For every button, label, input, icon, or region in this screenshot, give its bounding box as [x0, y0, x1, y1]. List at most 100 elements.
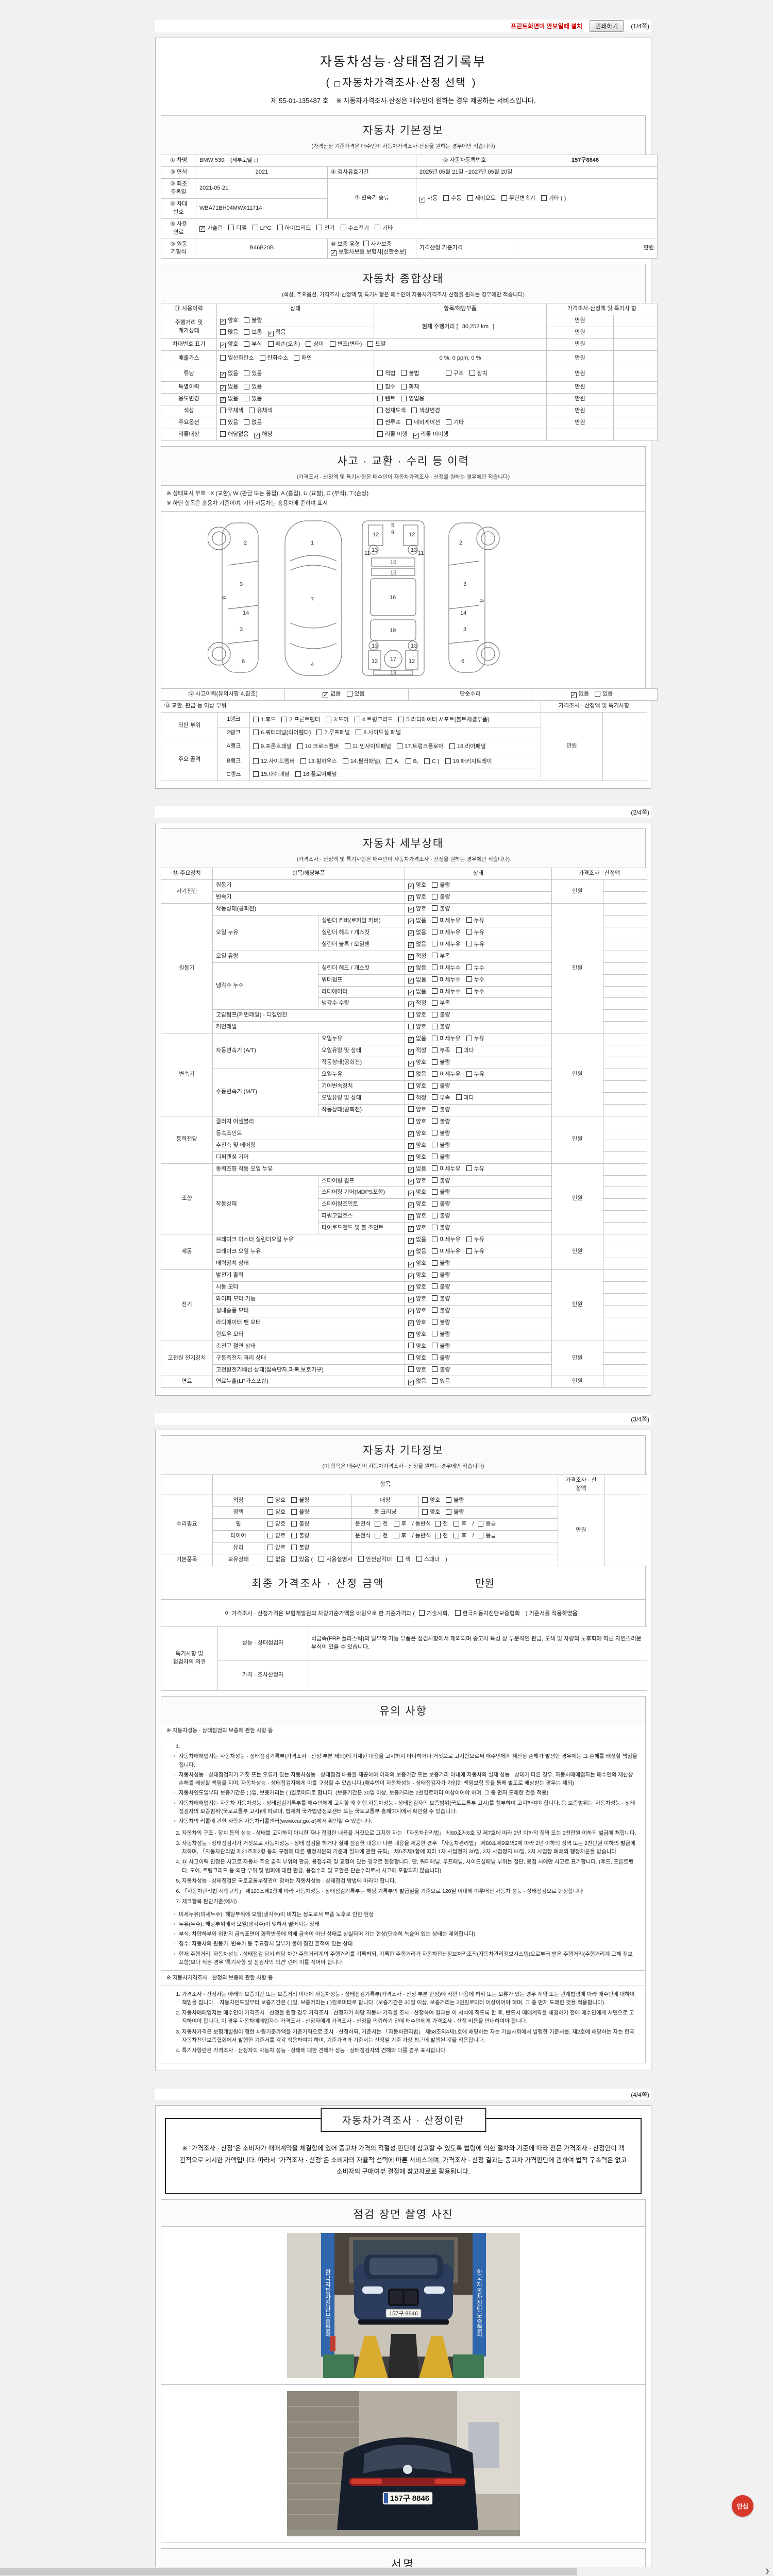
- checkbox-icon[interactable]: [252, 225, 258, 231]
- checkbox-checked-icon[interactable]: ✓: [408, 930, 414, 937]
- checkbox-icon[interactable]: [346, 690, 352, 697]
- checkbox-icon[interactable]: [306, 341, 312, 347]
- checkbox-icon[interactable]: [422, 1497, 428, 1503]
- checkbox-icon[interactable]: [398, 716, 405, 722]
- checkbox-icon[interactable]: [411, 407, 417, 413]
- checkbox-icon[interactable]: [408, 1106, 414, 1112]
- checkbox-icon[interactable]: [406, 419, 412, 425]
- checkbox-icon[interactable]: [244, 317, 250, 323]
- checkbox-checked-icon[interactable]: ✓: [408, 954, 414, 960]
- checkbox-icon[interactable]: [435, 1520, 441, 1527]
- checkbox-icon[interactable]: [432, 1224, 438, 1230]
- checkbox-icon[interactable]: [432, 1343, 438, 1349]
- checkbox-icon[interactable]: [453, 1520, 460, 1527]
- checkbox-icon[interactable]: [267, 1520, 273, 1527]
- checkbox-icon[interactable]: [267, 1509, 273, 1515]
- checkbox-icon[interactable]: [432, 1189, 438, 1195]
- checkbox-icon[interactable]: [432, 1378, 438, 1384]
- checkbox-icon[interactable]: [432, 1295, 438, 1301]
- checkbox-icon[interactable]: [595, 690, 600, 697]
- checkbox-icon[interactable]: [291, 1520, 297, 1527]
- scrollbar-thumb[interactable]: [0, 2568, 577, 2575]
- checkbox-icon[interactable]: [244, 419, 250, 425]
- checkbox-checked-icon[interactable]: ✓: [408, 1238, 414, 1244]
- checkbox-icon[interactable]: [291, 1532, 297, 1538]
- checkbox-icon[interactable]: [408, 1082, 414, 1089]
- checkbox-checked-icon[interactable]: ✓: [408, 1273, 414, 1279]
- checkbox-icon[interactable]: [377, 395, 383, 401]
- checkbox-icon[interactable]: [253, 758, 259, 764]
- checkbox-checked-icon[interactable]: ✓: [331, 250, 337, 256]
- safe-badge[interactable]: 안심: [732, 2495, 753, 2517]
- checkbox-checked-icon[interactable]: ✓: [408, 978, 414, 984]
- checkbox-icon[interactable]: [432, 1236, 438, 1242]
- checkbox-icon[interactable]: [453, 1532, 460, 1538]
- checkbox-icon[interactable]: [435, 1532, 441, 1538]
- checkbox-icon[interactable]: [466, 917, 472, 923]
- checkbox-icon[interactable]: [294, 354, 300, 361]
- checkbox-icon[interactable]: [220, 329, 226, 335]
- checkbox-icon[interactable]: [432, 1047, 438, 1053]
- checkbox-icon[interactable]: [267, 1497, 273, 1503]
- checkbox-icon[interactable]: [466, 1165, 472, 1172]
- checkbox-icon[interactable]: [432, 1331, 438, 1337]
- checkbox-icon[interactable]: [432, 917, 438, 923]
- checkbox-icon[interactable]: [340, 225, 346, 231]
- checkbox-icon[interactable]: [375, 1532, 381, 1538]
- checkbox-icon[interactable]: [220, 431, 226, 437]
- checkbox-checked-icon[interactable]: ✓: [408, 1131, 414, 1138]
- checkbox-icon[interactable]: [377, 407, 383, 413]
- checkbox-icon[interactable]: [244, 395, 250, 401]
- checkbox-icon[interactable]: [375, 1520, 381, 1527]
- scrollbar-right-arrow[interactable]: ❯: [765, 2568, 770, 2574]
- checkbox-checked-icon[interactable]: ✓: [413, 432, 419, 438]
- checkbox-icon[interactable]: [419, 1610, 425, 1616]
- checkbox-checked-icon[interactable]: ✓: [408, 1060, 414, 1066]
- checkbox-icon[interactable]: [281, 716, 288, 722]
- checkbox-icon[interactable]: [432, 1059, 438, 1065]
- checkbox-icon[interactable]: [377, 419, 383, 425]
- checkbox-checked-icon[interactable]: ✓: [220, 397, 226, 403]
- checkbox-checked-icon[interactable]: ✓: [408, 966, 414, 972]
- checkbox-icon[interactable]: [291, 1497, 297, 1503]
- checkbox-icon[interactable]: [397, 1556, 404, 1562]
- checkbox-checked-icon[interactable]: ✓: [254, 432, 260, 438]
- checkbox-checked-icon[interactable]: ✓: [408, 990, 414, 995]
- checkbox-icon[interactable]: [363, 241, 369, 246]
- checkbox-icon[interactable]: [432, 1200, 438, 1207]
- checkbox-checked-icon[interactable]: ✓: [199, 226, 205, 232]
- checkbox-icon[interactable]: [377, 370, 383, 376]
- checkbox-icon[interactable]: [432, 1035, 438, 1041]
- checkbox-icon[interactable]: [455, 1610, 461, 1616]
- checkbox-icon[interactable]: [386, 758, 393, 764]
- checkbox-icon[interactable]: [432, 1283, 438, 1290]
- checkbox-icon[interactable]: [432, 1319, 438, 1325]
- checkbox-icon[interactable]: [408, 1354, 414, 1361]
- checkbox-icon[interactable]: [478, 1520, 484, 1527]
- checkbox-icon[interactable]: [318, 1556, 325, 1562]
- checkbox-icon[interactable]: [267, 341, 274, 347]
- checkbox-checked-icon[interactable]: ✓: [408, 1214, 414, 1220]
- checkbox-checked-icon[interactable]: ✓: [267, 330, 274, 336]
- checkbox-icon[interactable]: [432, 941, 438, 947]
- checkbox-icon[interactable]: [432, 1011, 438, 1018]
- checkbox-checked-icon[interactable]: ✓: [408, 1155, 414, 1161]
- checkbox-icon[interactable]: [432, 1260, 438, 1266]
- checkbox-icon[interactable]: [267, 1532, 273, 1538]
- checkbox-icon[interactable]: [432, 1130, 438, 1136]
- checkbox-icon[interactable]: [432, 953, 438, 959]
- checkbox-icon[interactable]: [432, 1142, 438, 1148]
- checkbox-checked-icon[interactable]: ✓: [220, 318, 226, 325]
- checkbox-icon[interactable]: [469, 370, 475, 376]
- checkbox-icon[interactable]: [466, 1071, 472, 1077]
- checkbox-icon[interactable]: [295, 771, 301, 777]
- checkbox-icon[interactable]: [291, 1509, 297, 1515]
- checkbox-icon[interactable]: [449, 743, 455, 749]
- checkbox-icon[interactable]: [478, 1532, 484, 1538]
- checkbox-icon[interactable]: [291, 1544, 297, 1550]
- checkbox-icon[interactable]: [220, 407, 226, 413]
- checkbox-icon[interactable]: [374, 225, 380, 231]
- checkbox-checked-icon[interactable]: ✓: [408, 1037, 414, 1043]
- checkbox-icon[interactable]: [401, 395, 407, 401]
- checkbox-icon[interactable]: [432, 882, 438, 888]
